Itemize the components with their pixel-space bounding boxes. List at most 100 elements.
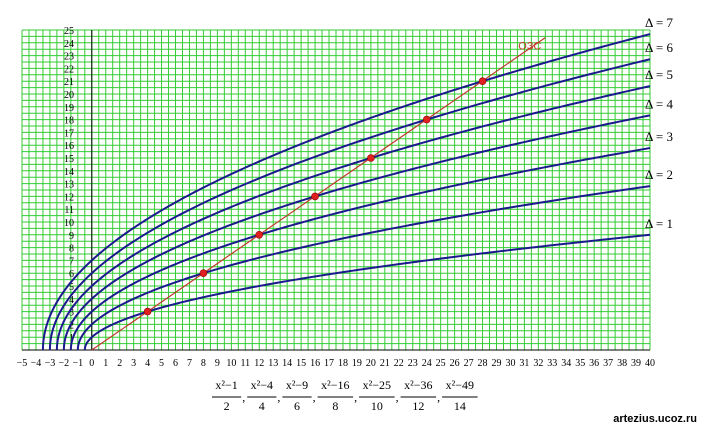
- intersection-point: [255, 231, 264, 239]
- y-tick-label: 25: [64, 26, 74, 37]
- series-label-delta-5: Δ = 5: [645, 67, 673, 82]
- x-tick-label: 15: [296, 358, 306, 369]
- x-label-comma: ,: [396, 390, 399, 404]
- curve-delta-1: [83, 233, 651, 351]
- x-label-numerator: x²−16: [321, 378, 349, 392]
- curve-delta-2: [76, 185, 651, 351]
- x-tick-label: 18: [338, 358, 348, 369]
- intersection-point: [143, 307, 152, 316]
- y-tick-label: 1: [69, 333, 74, 344]
- x-label-comma: ,: [313, 390, 316, 404]
- intersection-points: [143, 77, 487, 316]
- watermark: artezius.ucoz.ru: [613, 413, 697, 425]
- x-tick-label: 8: [201, 358, 206, 369]
- series-label-delta-3: Δ = 3: [645, 129, 673, 144]
- y-tick-label: 18: [64, 116, 74, 127]
- y-tick-label: 8: [69, 244, 74, 255]
- x-tick-label: 31: [519, 358, 529, 369]
- curve-delta-4: [62, 114, 651, 351]
- chart-axes: [22, 30, 650, 351]
- x-tick-label: 39: [631, 358, 641, 369]
- x-tick-label: 33: [547, 358, 557, 369]
- y-tick-label: 17: [64, 128, 74, 139]
- x-label-comma: ,: [242, 390, 245, 404]
- x-label-comma: ,: [277, 390, 280, 404]
- x-tick-label: 30: [505, 358, 515, 369]
- ozs-line-path: [91, 37, 546, 351]
- x-tick-label: −2: [59, 358, 70, 369]
- x-label-denominator: 4: [259, 399, 265, 413]
- ozs-label: ОЗС: [518, 41, 541, 53]
- y-tick-label: 19: [64, 103, 74, 114]
- series-labels: Δ = 1 Δ = 2 Δ = 3 Δ = 4 Δ = 5 Δ = 6 Δ = 7: [645, 15, 673, 231]
- x-tick-label: 3: [131, 358, 136, 369]
- y-tick-label: 2: [69, 320, 74, 331]
- x-tick-label: 17: [324, 358, 334, 369]
- x-tick-label: 38: [617, 358, 627, 369]
- y-tick-label: 16: [64, 141, 74, 152]
- delta-curves: [41, 33, 651, 351]
- y-tick-label: 7: [69, 256, 74, 267]
- x-tick-label: 23: [408, 358, 418, 369]
- x-label-comma: ,: [437, 390, 440, 404]
- intersection-point: [311, 192, 319, 201]
- x-tick-label: −4: [31, 358, 42, 369]
- y-tick-label: 3: [69, 308, 74, 319]
- x-tick-label: 4: [145, 358, 150, 369]
- x-tick-label: 7: [187, 358, 192, 369]
- x-tick-label: 32: [533, 358, 543, 369]
- x-tick-label: 20: [366, 358, 376, 369]
- x-label-numerator: x²−49: [446, 378, 474, 392]
- series-label-delta-4: Δ = 4: [645, 96, 673, 111]
- series-label-delta-2: Δ = 2: [645, 167, 673, 182]
- x-tick-label: 16: [310, 358, 320, 369]
- x-tick-label: 22: [394, 358, 404, 369]
- x-tick-label: 10: [226, 358, 236, 369]
- y-tick-labels: 1234567891011121314151617181920212223242…: [64, 26, 74, 344]
- x-tick-label: −1: [73, 358, 84, 369]
- x-tick-label: 14: [282, 358, 292, 369]
- y-tick-label: 10: [64, 218, 74, 229]
- x-label-numerator: x²−4: [251, 378, 273, 392]
- curve-delta-3: [69, 147, 651, 351]
- series-label-delta-7: Δ = 7: [645, 15, 673, 30]
- y-tick-label: 21: [64, 77, 74, 88]
- x-label-numerator: x²−25: [363, 378, 391, 392]
- x-label-denominator: 12: [412, 399, 424, 413]
- x-label-numerator: x²−9: [286, 378, 308, 392]
- x-tick-label: 27: [464, 358, 474, 369]
- intersection-point: [367, 154, 375, 162]
- y-tick-label: 9: [69, 231, 74, 242]
- x-tick-label: −5: [17, 358, 28, 369]
- x-label-denominator: 6: [294, 399, 300, 413]
- curve-delta-7: [41, 33, 651, 351]
- y-tick-label: 6: [69, 269, 74, 280]
- x-tick-label: 26: [450, 358, 460, 369]
- x-label-comma: ,: [354, 390, 357, 404]
- y-tick-label: 15: [64, 154, 74, 165]
- curve-delta-6: [48, 58, 651, 351]
- x-tick-label: 24: [422, 358, 432, 369]
- x-label-denominator: 14: [454, 399, 466, 413]
- x-tick-label: 40: [645, 358, 655, 369]
- y-tick-label: 13: [64, 180, 74, 191]
- y-tick-label: 22: [64, 64, 74, 75]
- x-label-denominator: 2: [224, 399, 230, 413]
- y-tick-label: 4: [69, 295, 74, 306]
- x-tick-label: 13: [268, 358, 278, 369]
- curve-delta-5: [55, 85, 651, 351]
- y-tick-label: 20: [64, 90, 74, 101]
- y-tick-label: 23: [64, 52, 74, 63]
- series-label-delta-6: Δ = 6: [645, 40, 673, 55]
- y-tick-label: 11: [64, 205, 74, 216]
- x-tick-label: 12: [254, 358, 264, 369]
- x-label-denominator: 8: [332, 399, 338, 413]
- intersection-point: [478, 77, 487, 85]
- x-tick-label: 5: [159, 358, 164, 369]
- intersection-point: [199, 269, 208, 278]
- ozs-line: ОЗС: [91, 37, 546, 351]
- x-tick-label: 25: [436, 358, 446, 369]
- y-tick-label: 5: [69, 282, 74, 293]
- x-tick-label: 1: [103, 358, 108, 369]
